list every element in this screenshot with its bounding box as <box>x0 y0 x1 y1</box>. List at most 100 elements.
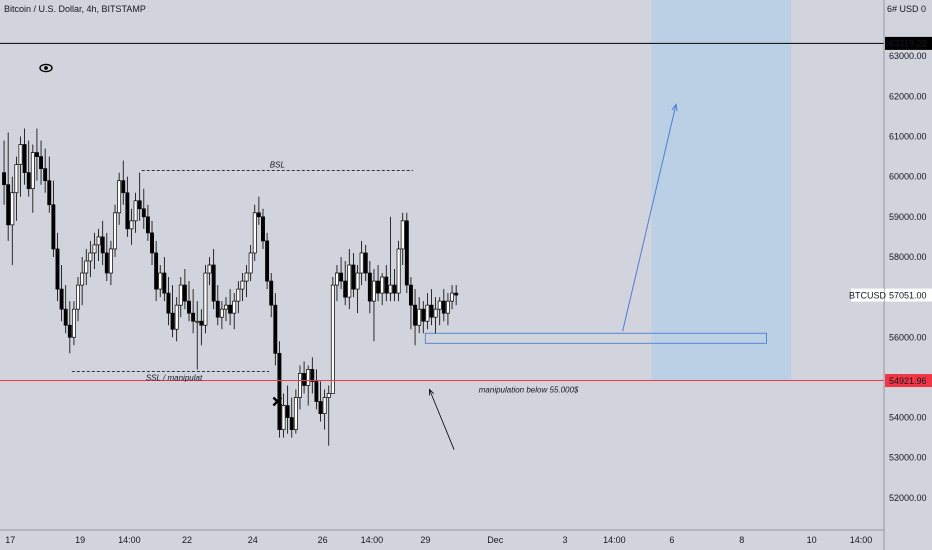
candle <box>178 277 183 318</box>
x-tick-label: 14:00 <box>361 535 384 545</box>
projection-box[interactable] <box>651 0 792 381</box>
projection-arrow[interactable] <box>622 103 678 332</box>
candle-body-up <box>76 284 80 310</box>
candle <box>59 265 64 322</box>
candle-body-up <box>281 405 286 430</box>
candle <box>76 277 80 322</box>
cross-marker-icon[interactable] <box>272 396 283 407</box>
candle <box>335 265 339 302</box>
candle-body-down <box>2 172 7 186</box>
candle <box>293 389 298 434</box>
candle-body-up <box>359 252 364 274</box>
candle <box>298 365 302 410</box>
candle <box>450 285 454 310</box>
candle <box>18 136 23 197</box>
candle <box>388 216 393 302</box>
candle-body-up <box>236 288 241 302</box>
candle-body-down <box>285 405 290 418</box>
y-tick-label: 56000.00 <box>889 332 927 342</box>
candle <box>67 301 72 354</box>
last-price-tag[interactable]: 57051.00 <box>885 288 932 302</box>
candle-body-up <box>178 284 183 306</box>
candle <box>187 281 191 322</box>
candle-body-down <box>59 288 64 310</box>
candle-body-up <box>84 260 89 274</box>
candle-body-down <box>187 300 191 314</box>
pointer-arrow[interactable] <box>428 388 455 450</box>
eye-icon[interactable] <box>39 63 53 73</box>
candle <box>425 293 430 330</box>
candle <box>265 232 270 290</box>
x-tick-label: 10 <box>807 535 817 545</box>
bsl-label: BSL <box>270 161 285 170</box>
symbol-tag-label: BTCUSD <box>849 290 887 300</box>
candle <box>318 381 323 422</box>
chart-title: Bitcoin / U.S. Dollar, 4h, BITSTAMP <box>4 4 146 14</box>
candle-body-down <box>261 216 265 242</box>
candle <box>454 285 459 306</box>
candle-body-up <box>232 300 237 314</box>
candle <box>413 289 418 346</box>
symbol-tag[interactable]: BTCUSD <box>849 288 887 302</box>
candle <box>330 277 335 394</box>
candle <box>129 208 134 245</box>
candle-body-up <box>400 220 405 250</box>
candle-body-down <box>211 264 216 302</box>
cross-stroke <box>272 396 283 407</box>
x-tick-label: 6 <box>669 535 674 545</box>
candle <box>248 244 253 282</box>
candle-body-down <box>215 300 220 318</box>
candle <box>104 232 109 282</box>
y-tick-label: 59000.00 <box>889 212 927 222</box>
axis-unit-label: 6# USD 0 <box>887 4 926 14</box>
black-level-tag-bg <box>885 36 932 50</box>
candle-body-down <box>429 304 434 318</box>
candle-body-down <box>26 172 31 190</box>
projection-arrow-head <box>671 103 678 112</box>
demand-zone[interactable] <box>424 332 767 344</box>
candle <box>47 156 52 213</box>
candle-body-down <box>408 284 413 306</box>
candle-body-down <box>314 381 319 402</box>
candle-body-up <box>252 212 257 254</box>
candle <box>351 252 356 298</box>
candle-body-up <box>174 304 179 330</box>
candle-body-up <box>117 180 122 214</box>
x-tick-label: 8 <box>739 535 744 545</box>
candle-body-down <box>256 212 261 218</box>
candle <box>285 385 290 434</box>
candle <box>343 260 348 306</box>
y-tick-label: 53000.00 <box>889 453 927 463</box>
candle <box>121 160 126 205</box>
candle-body-down <box>6 184 11 226</box>
candle-body-down <box>269 280 274 306</box>
candle-body-up <box>437 300 442 310</box>
y-tick-label: 52000.00 <box>889 493 927 503</box>
projection-arrow-line <box>622 104 677 332</box>
candle <box>203 265 208 334</box>
candle <box>252 204 257 261</box>
candle <box>429 289 434 326</box>
candle <box>108 240 113 286</box>
candle-body-up <box>113 212 117 250</box>
candle-body-down <box>39 156 43 169</box>
y-tick-label: 58000.00 <box>889 252 927 262</box>
candle-body-down <box>121 180 126 194</box>
red-level-tag[interactable]: 54921.96 <box>885 374 932 388</box>
black-level-tag[interactable]: 63319.22 <box>885 36 932 50</box>
candle <box>445 293 450 326</box>
candle-body-down <box>302 373 307 386</box>
candle-body-up <box>219 308 224 318</box>
candle <box>281 393 286 438</box>
pointer-arrow-head <box>428 388 434 396</box>
candle <box>273 293 278 366</box>
candle <box>322 389 327 430</box>
candle <box>224 297 228 322</box>
candle <box>433 297 438 334</box>
candle-body-down <box>43 168 48 182</box>
candle-body-up <box>330 284 335 394</box>
candle <box>355 265 360 314</box>
candle <box>339 256 344 290</box>
